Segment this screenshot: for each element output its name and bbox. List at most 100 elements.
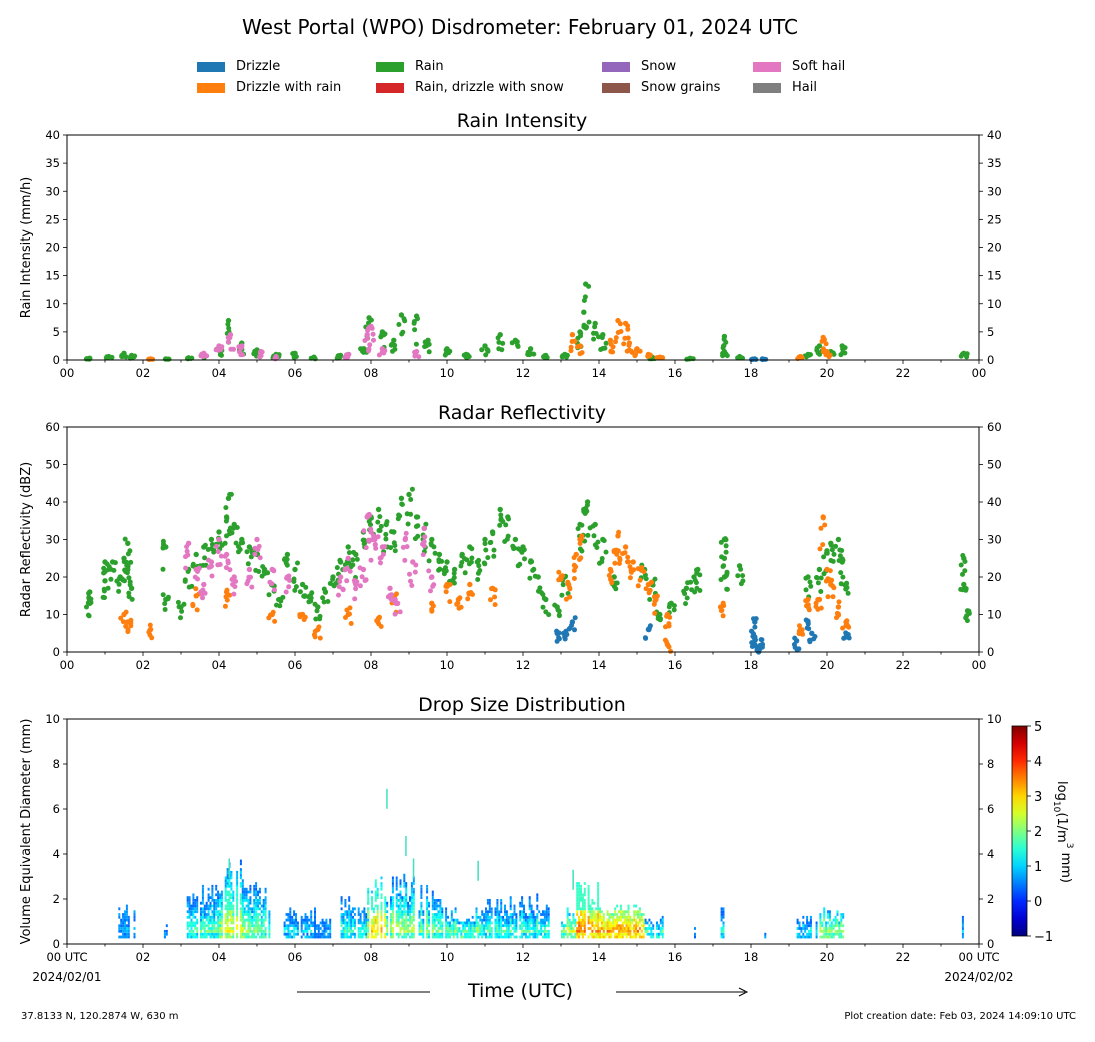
- dsd-cell: [391, 896, 394, 899]
- dsd-cell: [133, 932, 136, 936]
- dsd-cell: [528, 918, 531, 922]
- dsd-cell: [295, 927, 297, 930]
- dsd-cell: [262, 921, 265, 925]
- dsd-cell: [652, 932, 655, 936]
- data-point: [720, 564, 726, 569]
- dsd-cell: [547, 910, 550, 914]
- dsd-cell: [576, 907, 579, 911]
- dsd-cell: [589, 910, 592, 914]
- dsd-cell: [627, 929, 630, 933]
- data-point: [125, 563, 131, 569]
- dsd-cell: [241, 910, 244, 914]
- dsd-cell: [431, 893, 434, 897]
- dsd-cell: [583, 929, 586, 933]
- data-point: [464, 557, 470, 563]
- dsd-cell: [219, 915, 221, 919]
- dsd-cell: [196, 907, 199, 911]
- dsd-cell: [656, 921, 658, 925]
- data-point: [420, 552, 426, 558]
- y-tick-label-right: 50: [987, 458, 1002, 472]
- dsd-cell: [255, 907, 258, 911]
- x-tick-label: 12: [516, 950, 531, 964]
- data-point: [617, 555, 623, 561]
- y-tick-label-right: 4: [987, 847, 994, 861]
- dsd-cell: [532, 915, 535, 919]
- dsd-cell: [258, 924, 261, 928]
- data-point: [823, 349, 829, 355]
- y-tick-label: 8: [53, 757, 60, 771]
- dsd-cell: [310, 929, 313, 933]
- dsd-cell: [523, 907, 525, 911]
- dsd-cell: [439, 927, 442, 930]
- dsd-cell: [310, 910, 313, 914]
- dsd-cell: [230, 935, 233, 939]
- dsd-cell: [384, 915, 387, 919]
- data-point: [719, 554, 725, 560]
- dsd-cell: [637, 929, 639, 933]
- dsd-cell: [190, 921, 193, 925]
- dsd-cell: [830, 929, 833, 933]
- dsd-cell: [475, 915, 478, 919]
- dsd-cell: [133, 913, 136, 916]
- dsd-cell: [403, 927, 406, 930]
- dsd-cell: [247, 921, 250, 925]
- dsd-cell: [591, 910, 594, 914]
- data-point: [257, 354, 263, 360]
- data-point: [217, 562, 223, 567]
- data-point: [120, 619, 126, 625]
- dsd-cell: [526, 915, 529, 919]
- dsd-cell: [640, 935, 643, 939]
- dsd-cell: [593, 915, 596, 919]
- data-point: [211, 548, 217, 553]
- dsd-cell: [405, 913, 408, 916]
- data-point: [160, 592, 166, 598]
- dsd-cell: [485, 910, 487, 914]
- dsd-cell: [302, 921, 305, 925]
- dsd-cell: [253, 929, 256, 933]
- dsd-cell: [597, 927, 600, 930]
- dsd-cell: [371, 918, 373, 922]
- data-point: [721, 343, 726, 349]
- data-point: [681, 588, 687, 594]
- dsd-cell: [638, 935, 641, 939]
- dsd-cell: [456, 929, 459, 933]
- dsd-cell: [608, 915, 611, 919]
- dsd-cell: [433, 927, 436, 930]
- dsd-cell: [507, 935, 510, 939]
- dsd-cell: [578, 901, 581, 905]
- dsd-cell: [809, 918, 812, 922]
- dsd-cell: [405, 899, 408, 902]
- dsd-cell: [192, 915, 195, 919]
- dsd-cell: [616, 918, 619, 922]
- dsd-cell: [612, 921, 615, 925]
- dsd-cell: [262, 901, 265, 905]
- dsd-cell: [834, 918, 837, 922]
- dsd-cell: [433, 904, 436, 908]
- dsd-cell: [217, 915, 220, 919]
- dsd-cell: [253, 899, 256, 902]
- dsd-cell: [808, 921, 810, 925]
- dsd-cell: [291, 929, 294, 933]
- dsd-cell: [350, 924, 353, 928]
- dsd-cell: [215, 910, 218, 914]
- dsd-cell: [245, 910, 248, 914]
- dsd-cell: [405, 890, 408, 894]
- dsd-cell: [809, 915, 812, 919]
- dsd-cell: [352, 929, 354, 933]
- data-point: [421, 543, 427, 549]
- dsd-cell: [830, 927, 833, 930]
- dsd-cell: [410, 935, 413, 939]
- dsd-cell: [532, 927, 535, 930]
- dsd-cell: [268, 924, 271, 928]
- dsd-cell: [486, 915, 489, 919]
- dsd-cell: [485, 913, 487, 916]
- dsd-cell: [576, 887, 579, 891]
- dsd-cell: [420, 927, 423, 930]
- dsd-cell: [220, 890, 223, 894]
- data-point: [568, 344, 574, 350]
- data-point: [147, 627, 153, 633]
- dsd-cell: [420, 901, 423, 905]
- dsd-cell: [207, 913, 210, 916]
- dsd-cell: [623, 932, 626, 936]
